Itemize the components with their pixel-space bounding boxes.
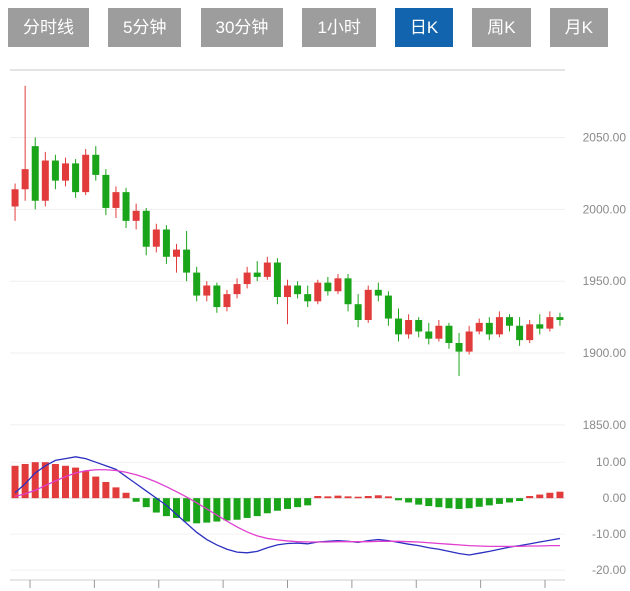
svg-text:0.00: 0.00 [603, 491, 627, 505]
tab-30min[interactable]: 30分钟 [200, 8, 284, 47]
svg-text:2050.00: 2050.00 [583, 131, 627, 145]
x-axis [10, 579, 565, 588]
svg-text:1850.00: 1850.00 [583, 418, 627, 432]
svg-text:10.00: 10.00 [596, 455, 626, 469]
svg-text:-20.00: -20.00 [592, 563, 626, 577]
tab-1hour[interactable]: 1小时 [302, 8, 376, 47]
svg-text:1950.00: 1950.00 [583, 274, 627, 288]
macd-panel: 10.00 0.00 -10.00 -20.00 [10, 455, 626, 577]
tab-day-k[interactable]: 日K [394, 8, 454, 47]
svg-text:1900.00: 1900.00 [583, 346, 627, 360]
tab-bar: 分时线 5分钟 30分钟 1小时 日K 周K 月K [8, 8, 608, 47]
price-panel: 2050.00 2000.00 1950.00 1900.00 1850.00 [10, 69, 627, 432]
tab-week-k[interactable]: 周K [472, 8, 531, 47]
svg-text:-10.00: -10.00 [592, 527, 626, 541]
tab-month-k[interactable]: 月K [549, 8, 608, 47]
svg-text:2000.00: 2000.00 [583, 202, 627, 216]
tab-time-line[interactable]: 分时线 [8, 8, 89, 47]
tab-5min[interactable]: 5分钟 [108, 8, 182, 47]
